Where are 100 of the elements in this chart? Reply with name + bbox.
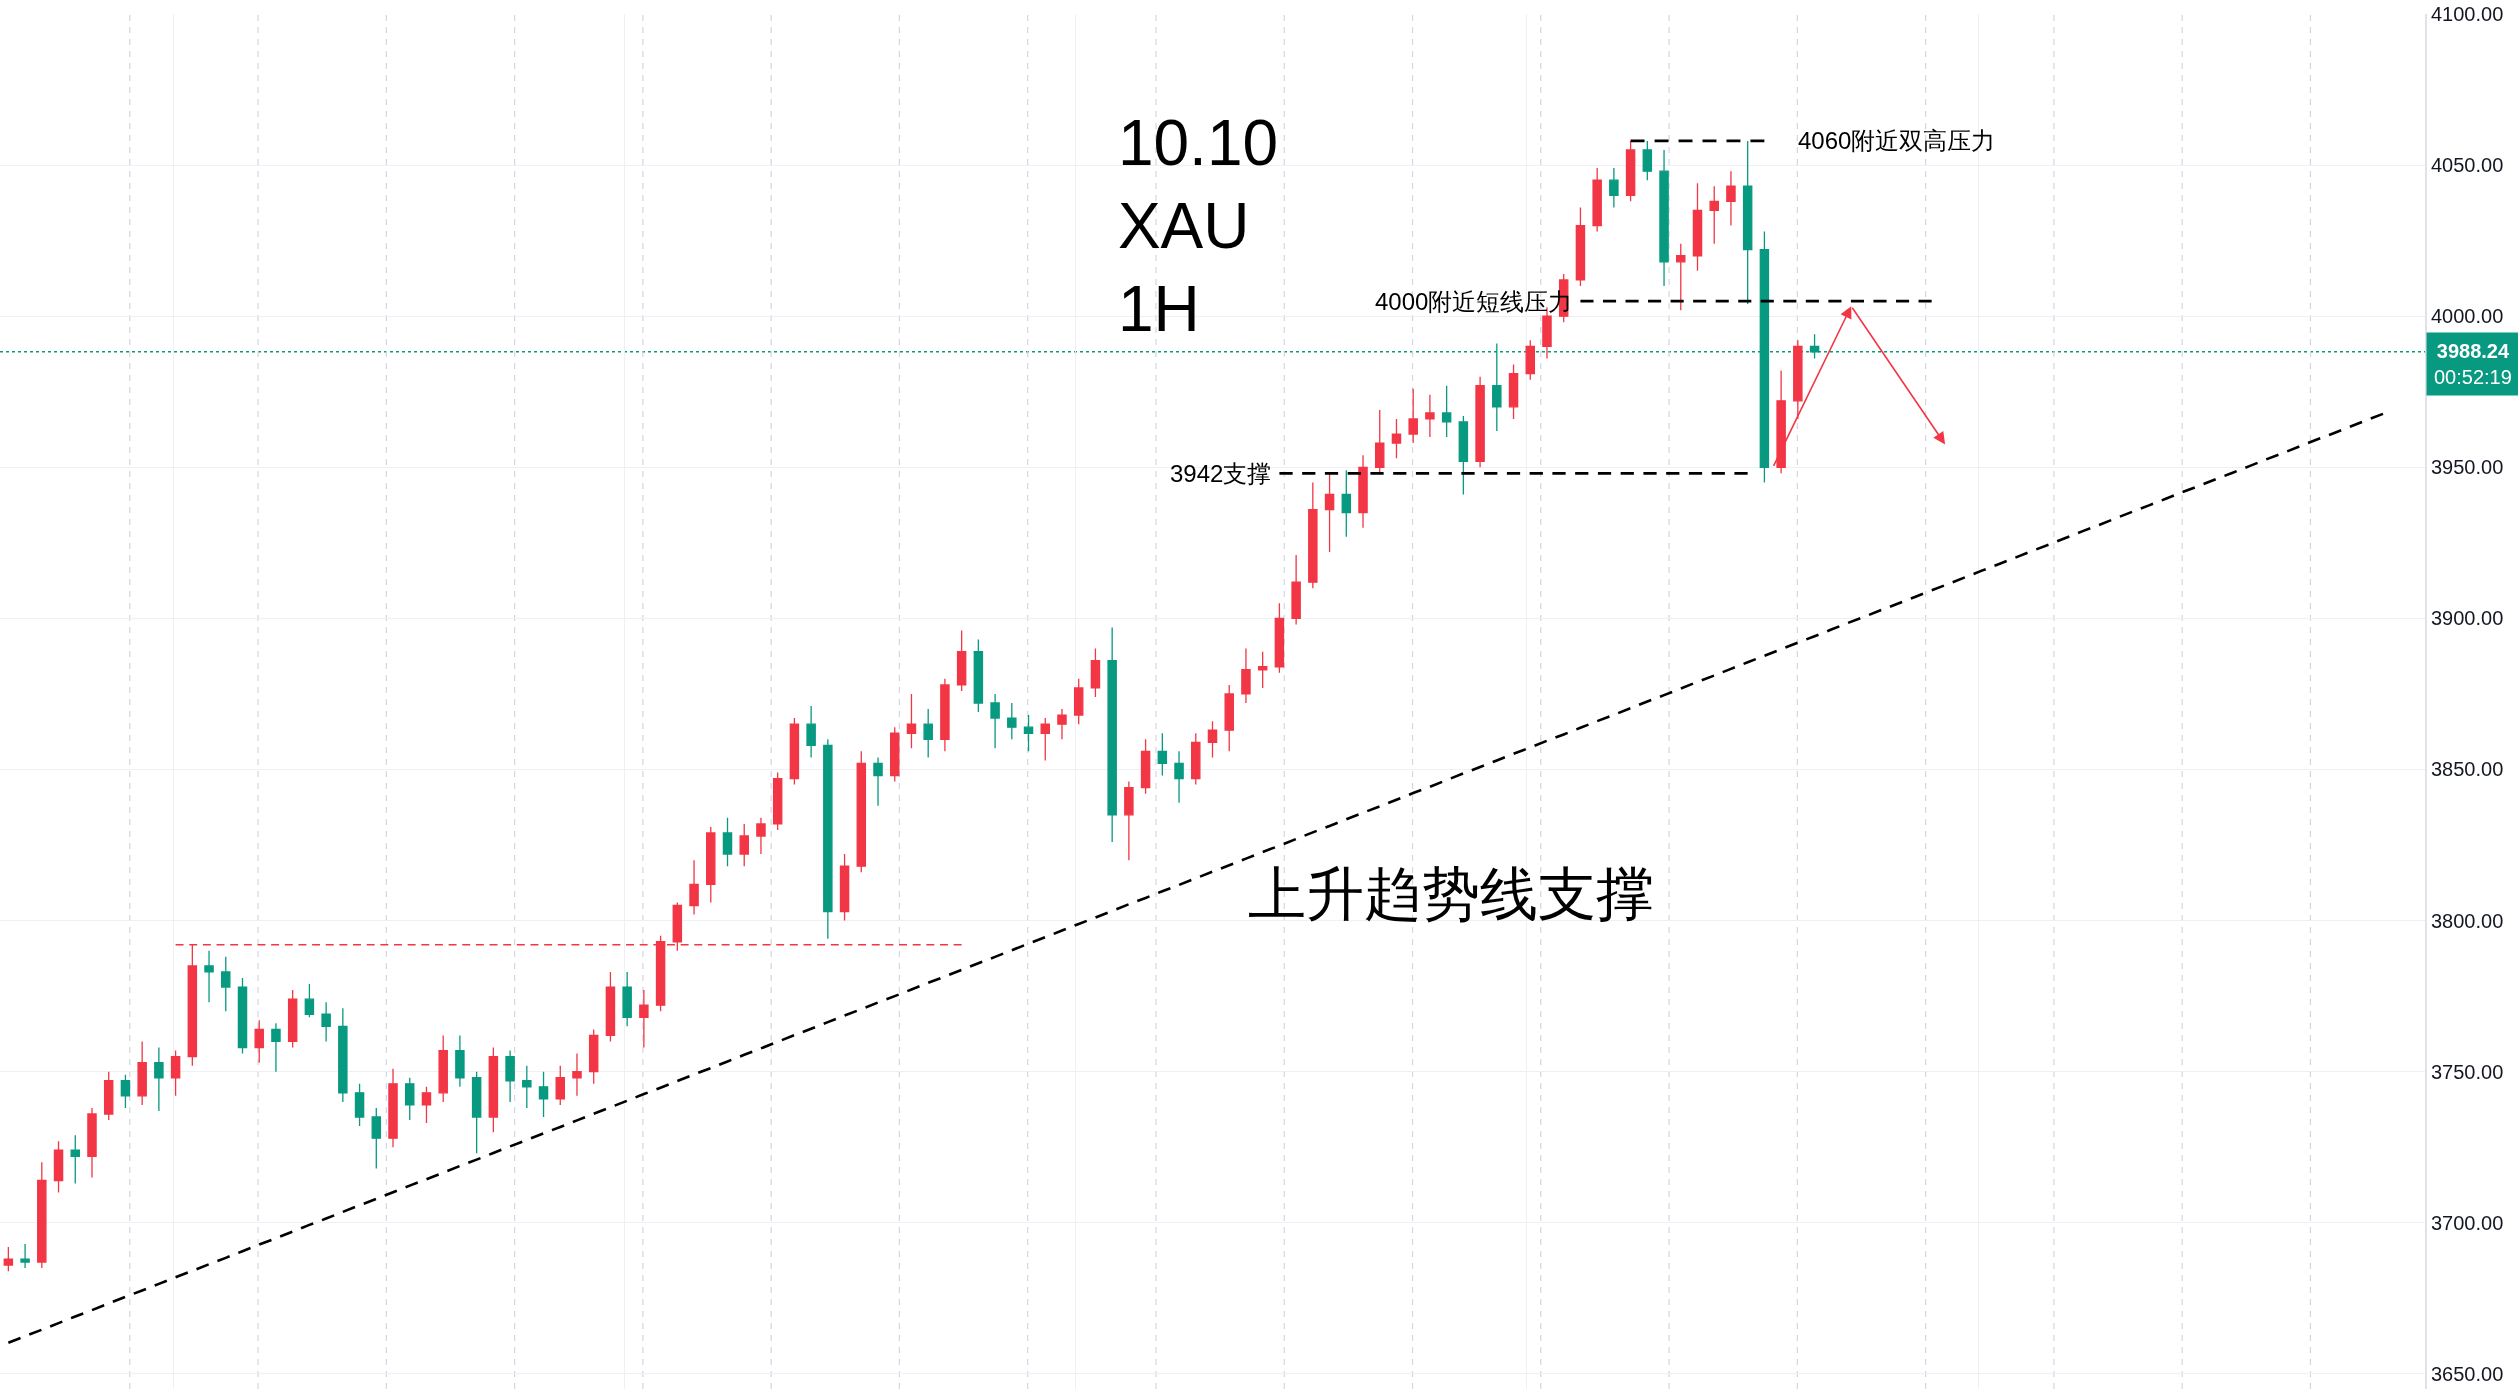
y-tick-label: 3650.00 bbox=[2431, 1362, 2504, 1385]
candlestick bbox=[1659, 149, 1669, 287]
candlestick bbox=[772, 771, 783, 831]
candlestick bbox=[1425, 394, 1435, 438]
candlestick bbox=[1007, 702, 1017, 740]
candlestick bbox=[806, 705, 816, 759]
candlestick bbox=[1609, 167, 1619, 209]
candlestick bbox=[572, 1052, 582, 1097]
candlestick bbox=[639, 989, 649, 1049]
candlestick bbox=[37, 1161, 47, 1269]
candlestick bbox=[889, 726, 900, 783]
candlestick bbox=[1709, 185, 1719, 245]
candlestick bbox=[1324, 472, 1335, 553]
candlestick bbox=[1508, 363, 1519, 420]
candlestick bbox=[254, 1019, 264, 1064]
candlestick bbox=[87, 1107, 97, 1179]
candlestick bbox=[672, 901, 683, 952]
candlestick bbox=[1023, 714, 1034, 753]
candlestick bbox=[438, 1034, 448, 1103]
candlestick bbox=[304, 983, 315, 1018]
candlestick bbox=[956, 629, 967, 692]
candlestick bbox=[1073, 678, 1084, 725]
candlestick bbox=[1341, 469, 1352, 538]
candlestick bbox=[154, 1046, 164, 1112]
candlestick bbox=[1308, 481, 1318, 589]
line-series bbox=[7, 412, 2385, 1345]
y-tick-label: 3700.00 bbox=[2431, 1211, 2504, 1234]
candlestick bbox=[1692, 182, 1703, 272]
candlestick bbox=[170, 1049, 181, 1097]
candlestick bbox=[839, 853, 850, 922]
candlestick bbox=[271, 1022, 281, 1073]
candlestick bbox=[20, 1243, 30, 1269]
candlestick bbox=[1391, 418, 1402, 459]
y-tick-label: 3850.00 bbox=[2431, 758, 2504, 781]
candlestick bbox=[1207, 720, 1218, 759]
candlestick bbox=[1107, 626, 1117, 843]
candlestick bbox=[287, 989, 298, 1049]
candlestick bbox=[722, 817, 733, 867]
candlestick bbox=[1592, 167, 1602, 233]
candlestick bbox=[522, 1065, 532, 1109]
candlestick bbox=[1408, 388, 1418, 444]
series-label: 3942支撑 bbox=[1170, 460, 1272, 487]
candlestick bbox=[1090, 647, 1101, 698]
candlestick bbox=[3, 1246, 14, 1272]
candlestick bbox=[1742, 140, 1753, 305]
candlestick bbox=[990, 693, 1000, 749]
candlestick bbox=[1358, 454, 1368, 529]
y-tick-label: 4100.00 bbox=[2431, 3, 2504, 25]
series-label: 上升趋势线支撑 bbox=[1248, 861, 1654, 926]
candlestick bbox=[940, 678, 950, 753]
candlestick bbox=[555, 1065, 566, 1106]
candlestick bbox=[404, 1077, 415, 1121]
candlestick bbox=[338, 1007, 348, 1103]
candlestick bbox=[505, 1049, 515, 1103]
candlestick bbox=[1441, 385, 1452, 438]
candlestick bbox=[1140, 738, 1151, 795]
candlestick bbox=[756, 817, 766, 855]
candlestick bbox=[204, 950, 214, 1003]
candlestick bbox=[1157, 732, 1168, 777]
y-tick-label: 3950.00 bbox=[2431, 456, 2504, 479]
candlestick bbox=[973, 638, 984, 713]
candlestick bbox=[137, 1040, 147, 1106]
candlestick bbox=[371, 1107, 382, 1170]
candlestick bbox=[471, 1071, 482, 1154]
candlestick bbox=[354, 1083, 365, 1127]
candlestick bbox=[70, 1134, 81, 1185]
candlestick bbox=[906, 693, 917, 749]
candlestick bbox=[53, 1140, 64, 1194]
y-tick-label: 4000.00 bbox=[2431, 305, 2504, 328]
candlestick bbox=[1726, 170, 1736, 227]
candlestick bbox=[1224, 684, 1234, 753]
ref-line-label: 3988.24 00:52:19 bbox=[2434, 340, 2512, 388]
y-tick-label: 3800.00 bbox=[2431, 909, 2504, 932]
candlestick bbox=[689, 859, 699, 916]
candlestick bbox=[538, 1071, 549, 1118]
candlestick bbox=[388, 1068, 398, 1148]
candlestick bbox=[488, 1046, 499, 1133]
candlestick bbox=[1241, 647, 1251, 704]
candlestick bbox=[1057, 708, 1067, 740]
candlestick bbox=[923, 708, 933, 759]
candlestick bbox=[455, 1034, 465, 1088]
candlestick bbox=[1124, 780, 1134, 861]
candlestick bbox=[605, 971, 616, 1043]
candlestick bbox=[1257, 650, 1268, 689]
candlestick bbox=[856, 750, 867, 873]
candlestick bbox=[1525, 339, 1536, 381]
candlestick bbox=[221, 956, 231, 1012]
candlestick bbox=[1458, 415, 1469, 496]
candlestick bbox=[421, 1086, 432, 1124]
candlestick bbox=[1191, 732, 1201, 786]
text: 10.10 XAU 1H bbox=[1117, 107, 1279, 346]
candlestick bbox=[706, 826, 716, 904]
candlestick bbox=[103, 1071, 114, 1121]
candlestick bbox=[1642, 140, 1653, 181]
candlestick bbox=[1291, 554, 1301, 626]
candlestick bbox=[120, 1074, 131, 1109]
y-tick-label: 3750.00 bbox=[2431, 1060, 2504, 1083]
candlestick bbox=[789, 717, 800, 786]
candlestick bbox=[823, 738, 833, 940]
candlestick bbox=[1575, 206, 1586, 287]
